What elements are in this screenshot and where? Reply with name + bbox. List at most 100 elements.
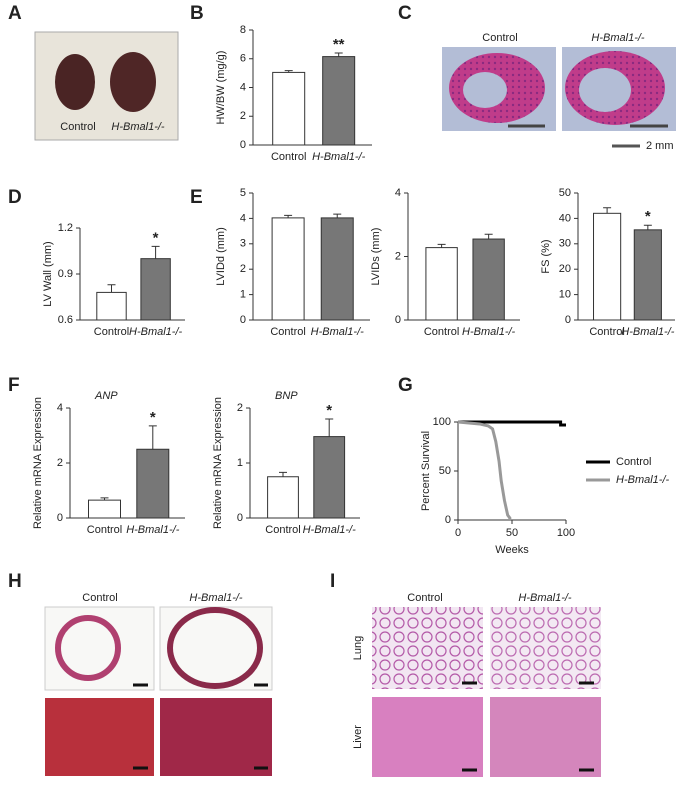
line — [457, 420, 512, 520]
y-axis-label: LVIDs (mm) — [370, 228, 382, 286]
y-tick-label: 0 — [240, 139, 246, 151]
y-tick-label: 2 — [240, 263, 246, 275]
x-tick-label: H-Bmal1-/- — [126, 524, 180, 536]
heart — [55, 54, 95, 110]
error-bar — [603, 207, 612, 214]
row-label: Liver — [352, 725, 364, 749]
bar — [425, 247, 458, 321]
photo — [490, 607, 601, 689]
heart — [110, 52, 156, 112]
y-tick-label: 100 — [433, 416, 451, 428]
y-tick-label: 2 — [240, 110, 246, 122]
tissue — [167, 607, 263, 689]
y-tick-label: 0 — [445, 514, 451, 526]
y-axis-label: LVIDd (mm) — [215, 227, 227, 285]
y-tick-label: 6 — [240, 53, 246, 65]
row-label: Lung — [352, 636, 364, 660]
photo-label: H-Bmal1-/- — [111, 121, 165, 133]
bar — [267, 476, 299, 519]
bar — [140, 258, 171, 321]
x-tick-label: 50 — [506, 527, 518, 539]
y-tick-label: 0.9 — [58, 268, 73, 280]
panel-label: H — [8, 571, 22, 592]
panel-label: I — [330, 571, 335, 592]
x-tick-label: 100 — [557, 527, 575, 539]
x-tick-label: Control — [87, 524, 122, 536]
bar — [322, 56, 356, 146]
x-tick-label: H-Bmal1-/- — [303, 524, 357, 536]
photo-label: H-Bmal1-/- — [591, 32, 645, 44]
error-bar — [107, 284, 116, 293]
y-axis-label: Relative mRNA Expression — [32, 397, 44, 529]
x-tick-label: Control — [270, 326, 305, 338]
tissue — [579, 68, 631, 112]
photo — [372, 607, 483, 689]
chart-title: ANP — [94, 390, 118, 402]
error-bar — [100, 497, 109, 501]
panel-label: G — [398, 375, 413, 396]
y-tick-label: 5 — [240, 187, 246, 199]
y-tick-label: 0 — [57, 512, 63, 524]
error-bar — [334, 52, 343, 57]
y-tick-label: 1.2 — [58, 222, 73, 234]
x-tick-label: Control — [424, 326, 459, 338]
x-tick-label: Control — [589, 326, 624, 338]
photo-label: Control — [60, 121, 95, 133]
error-bar — [284, 70, 293, 73]
y-tick-label: 0.6 — [58, 314, 73, 326]
photo-label: H-Bmal1-/- — [518, 592, 572, 604]
panel-label: B — [190, 3, 204, 24]
photo-label: Control — [82, 592, 117, 604]
error-bar — [148, 425, 157, 450]
x-tick-label: 0 — [455, 527, 461, 539]
bar — [136, 448, 170, 519]
y-tick-label: 2 — [395, 250, 401, 262]
y-tick-label: 4 — [395, 187, 401, 199]
legend-label: Control — [616, 456, 651, 468]
y-tick-label: 2 — [57, 457, 63, 469]
y-tick-label: 4 — [240, 81, 246, 93]
x-tick-label: H-Bmal1-/- — [312, 151, 366, 163]
panel-label: E — [190, 187, 203, 208]
significance: * — [153, 229, 159, 246]
error-bar — [484, 233, 493, 240]
y-axis-label: LV Wall (mm) — [42, 241, 54, 306]
y-tick-label: 0 — [240, 314, 246, 326]
x-tick-label: Control — [265, 524, 300, 536]
photo-label: H-Bmal1-/- — [189, 592, 243, 604]
panel-label: D — [8, 187, 22, 208]
y-axis-label: HW/BW (mg/g) — [215, 51, 227, 125]
bar — [472, 238, 505, 321]
y-tick-label: 8 — [240, 24, 246, 36]
bar — [96, 291, 127, 321]
photo — [490, 697, 601, 777]
error-bar — [279, 471, 287, 477]
bar — [88, 499, 121, 519]
y-tick-label: 0 — [565, 314, 571, 326]
error-bar — [333, 213, 342, 218]
x-tick-label: H-Bmal1-/- — [462, 326, 516, 338]
x-tick-label: Control — [94, 326, 129, 338]
y-tick-label: 1 — [240, 289, 246, 301]
line — [458, 420, 566, 427]
y-tick-label: 50 — [439, 465, 451, 477]
photo — [159, 606, 273, 691]
y-tick-label: 10 — [559, 289, 571, 301]
y-axis-label: FS (%) — [540, 239, 552, 273]
significance: * — [326, 402, 332, 419]
y-tick-label: 2 — [237, 402, 243, 414]
panel-label: A — [8, 3, 22, 24]
photo — [160, 698, 272, 776]
bar — [320, 217, 354, 321]
bar — [633, 229, 662, 321]
error-bar — [643, 224, 652, 230]
y-axis-label: Relative mRNA Expression — [212, 397, 224, 529]
y-tick-label: 50 — [559, 187, 571, 199]
bar — [593, 212, 622, 321]
panel-label: C — [398, 3, 412, 24]
x-tick-label: H-Bmal1-/- — [311, 326, 365, 338]
bar — [313, 436, 346, 519]
scale-bars — [133, 681, 594, 772]
panel-label: F — [8, 375, 20, 396]
